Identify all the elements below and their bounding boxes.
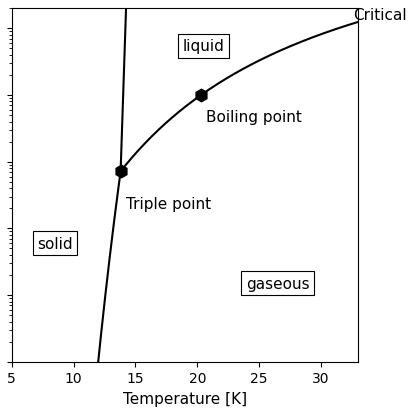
Text: gaseous: gaseous (245, 276, 309, 291)
X-axis label: Temperature [K]: Temperature [K] (123, 391, 247, 406)
Text: Boiling point: Boiling point (205, 109, 301, 125)
Text: Triple point: Triple point (125, 197, 210, 212)
Text: Critical: Critical (352, 7, 406, 22)
Text: solid: solid (37, 236, 73, 251)
Text: liquid: liquid (182, 39, 224, 54)
